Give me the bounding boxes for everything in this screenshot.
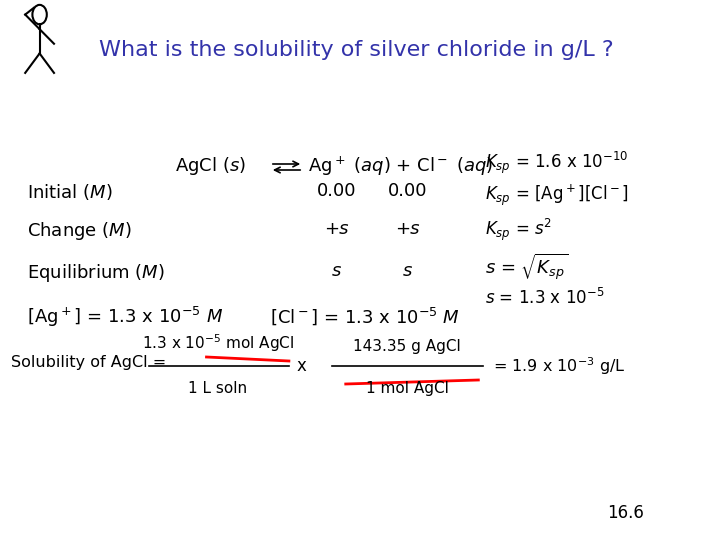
- Text: Solubility of AgCl =: Solubility of AgCl =: [12, 355, 166, 370]
- Text: +s: +s: [324, 220, 348, 238]
- Text: [Ag$^+$] = 1.3 x 10$^{-5}$ $M$: [Ag$^+$] = 1.3 x 10$^{-5}$ $M$: [27, 305, 222, 329]
- Text: 0.00: 0.00: [387, 182, 427, 200]
- Text: 143.35 g AgCl: 143.35 g AgCl: [354, 339, 462, 354]
- Text: x: x: [296, 357, 306, 375]
- Text: [Cl$^-$] = 1.3 x 10$^{-5}$ $M$: [Cl$^-$] = 1.3 x 10$^{-5}$ $M$: [270, 305, 460, 327]
- Text: $K_{sp}$ = [Ag$^+$][Cl$^-$]: $K_{sp}$ = [Ag$^+$][Cl$^-$]: [485, 182, 629, 207]
- Text: Change $(M)$: Change $(M)$: [27, 220, 131, 242]
- Text: Ag$^+$ $(aq)$ + Cl$^-$ $(aq)$: Ag$^+$ $(aq)$ + Cl$^-$ $(aq)$: [308, 155, 493, 178]
- Text: = 1.9 x 10$^{-3}$ g/L: = 1.9 x 10$^{-3}$ g/L: [492, 355, 625, 377]
- Text: $K_{sp}$ = $s^2$: $K_{sp}$ = $s^2$: [485, 217, 552, 244]
- Text: Equilibrium $(M)$: Equilibrium $(M)$: [27, 262, 164, 284]
- Text: What is the solubility of silver chloride in g/L ?: What is the solubility of silver chlorid…: [99, 40, 614, 60]
- Text: s: s: [332, 262, 341, 280]
- Text: 0.00: 0.00: [317, 182, 356, 200]
- Text: $s$ = 1.3 x 10$^{-5}$: $s$ = 1.3 x 10$^{-5}$: [485, 288, 604, 308]
- Text: s: s: [402, 262, 412, 280]
- Text: 1 mol AgCl: 1 mol AgCl: [366, 381, 449, 396]
- Text: 16.6: 16.6: [607, 504, 644, 522]
- Text: AgCl $(s)$: AgCl $(s)$: [175, 155, 246, 177]
- Text: $s$ = $\sqrt{K_{sp}}$: $s$ = $\sqrt{K_{sp}}$: [485, 252, 568, 282]
- Text: +s: +s: [395, 220, 420, 238]
- Text: 1 L soln: 1 L soln: [189, 381, 248, 396]
- Text: Initial $(M)$: Initial $(M)$: [27, 182, 112, 202]
- Text: $K_{sp}$ = 1.6 x 10$^{-10}$: $K_{sp}$ = 1.6 x 10$^{-10}$: [485, 150, 629, 176]
- Text: 1.3 x 10$^{-5}$ mol AgCl: 1.3 x 10$^{-5}$ mol AgCl: [142, 332, 294, 354]
